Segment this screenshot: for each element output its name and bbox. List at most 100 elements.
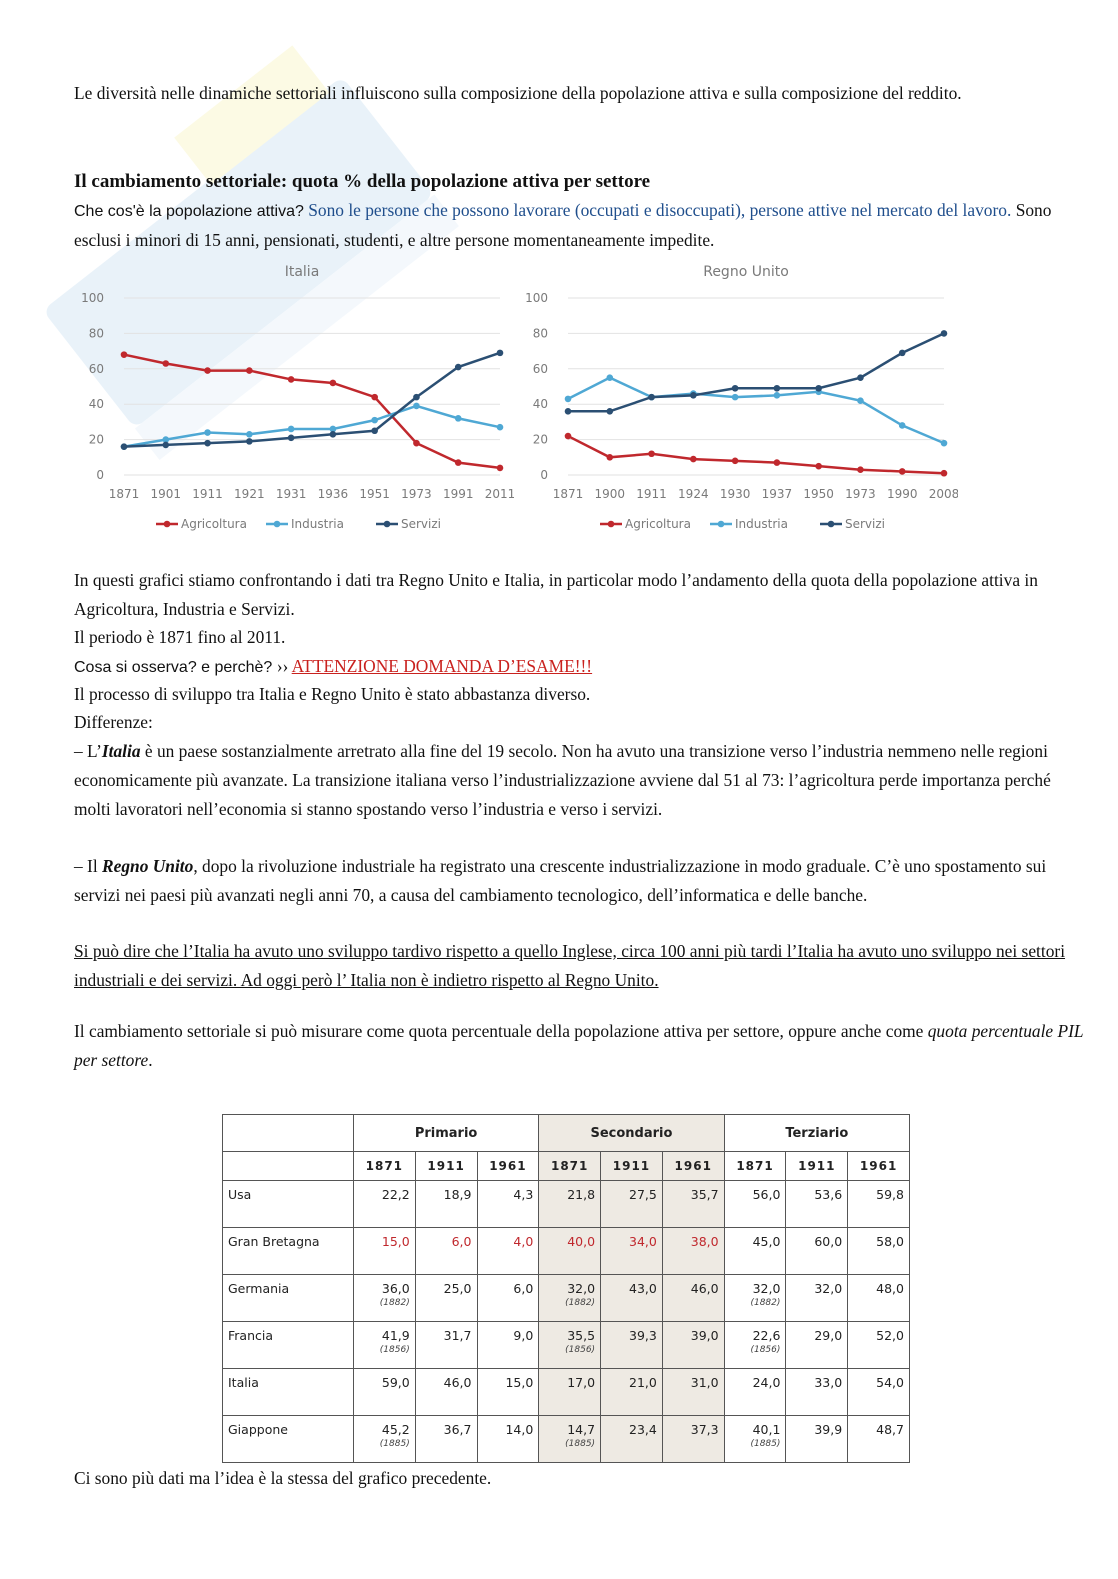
question-label: Che cos'è la popolazione attiva? bbox=[74, 203, 304, 220]
year-header: 1911 bbox=[785, 1151, 849, 1181]
closing-paragraph: Ci sono più dati ma l’idea è la stessa d… bbox=[74, 1468, 492, 1488]
data-point bbox=[773, 392, 781, 399]
y-tick-label: 20 bbox=[89, 433, 104, 447]
data-point bbox=[413, 402, 420, 410]
data-point bbox=[496, 464, 504, 472]
measure-text: Il cambiamento settoriale si può misurar… bbox=[74, 1021, 928, 1041]
y-tick-label: 100 bbox=[525, 291, 548, 305]
data-point bbox=[371, 427, 378, 435]
data-point bbox=[898, 349, 906, 357]
definition-link[interactable]: Sono le persone che possono lavorare (oc… bbox=[308, 200, 1012, 220]
data-point bbox=[564, 432, 572, 440]
emphasis-regno-unito: Regno Unito bbox=[102, 856, 194, 876]
value-text: 40,0 bbox=[567, 1234, 596, 1249]
value-text: 46,0 bbox=[690, 1281, 719, 1296]
value-cell: 31,7 bbox=[414, 1321, 478, 1369]
group-header: Secondario bbox=[538, 1114, 725, 1152]
data-point bbox=[940, 469, 948, 477]
value-text: 45,0 bbox=[752, 1234, 781, 1249]
series-line bbox=[567, 434, 945, 475]
year-note: (1856) bbox=[565, 1345, 596, 1355]
x-tick-label: 1990 bbox=[887, 487, 918, 501]
value-text: 35,7 bbox=[690, 1187, 719, 1202]
table-row: Germania 36,0 (1882) 25,0 6,0 32,0 (1882) 43,0 4… bbox=[222, 1274, 910, 1322]
legend-label: Agricoltura bbox=[625, 517, 691, 531]
data-point bbox=[329, 425, 337, 433]
data-point bbox=[815, 384, 822, 392]
measure-italic: quota percentuale PIL per settore bbox=[74, 1021, 1084, 1070]
value-text: 25,0 bbox=[443, 1281, 472, 1296]
data-point bbox=[564, 395, 572, 403]
table-row: Italia 59,0 46,0 15,0 17,0 21,0 31,0 24,0 33,0 54… bbox=[222, 1368, 910, 1416]
difference-text: è un paese sostanzialmente arretrato all… bbox=[74, 741, 1051, 819]
year-note: (1882) bbox=[379, 1298, 410, 1308]
x-tick-label: 1931 bbox=[276, 487, 307, 501]
value-text: 18,9 bbox=[443, 1187, 472, 1202]
data-point bbox=[606, 407, 614, 415]
year-note: (1885) bbox=[565, 1439, 596, 1449]
process-paragraph: Il processo di sviluppo tra Italia e Reg… bbox=[74, 684, 591, 704]
x-tick-label: 1871 bbox=[109, 487, 140, 501]
value-text: 32,0 bbox=[752, 1281, 781, 1296]
value-cell: 33,0 bbox=[785, 1368, 849, 1416]
data-point bbox=[246, 430, 253, 438]
value-text: 60,0 bbox=[814, 1234, 843, 1249]
value-cell: 56,0 bbox=[723, 1180, 787, 1228]
value-cell: 46,0 bbox=[661, 1274, 725, 1322]
value-cell: 4,3 bbox=[476, 1180, 540, 1228]
data-point bbox=[940, 439, 948, 447]
value-text: 39,9 bbox=[814, 1422, 843, 1437]
value-cell: 58,0 bbox=[847, 1227, 910, 1275]
value-cell: 36,7 bbox=[414, 1415, 478, 1463]
data-point bbox=[413, 393, 420, 401]
value-cell: 9,0 bbox=[476, 1321, 540, 1369]
y-tick-label: 100 bbox=[81, 291, 104, 305]
legend-label: Agricoltura bbox=[181, 517, 247, 531]
year-header: 1871 bbox=[723, 1151, 787, 1181]
year-note: (1856) bbox=[750, 1345, 781, 1355]
value-text: 17,0 bbox=[567, 1375, 596, 1390]
x-tick-label: 1901 bbox=[151, 487, 182, 501]
data-point bbox=[648, 393, 655, 401]
value-text: 15,0 bbox=[381, 1234, 410, 1249]
year-header: 1911 bbox=[414, 1151, 478, 1181]
year-note: (1882) bbox=[565, 1298, 596, 1308]
data-point bbox=[454, 415, 462, 422]
country-cell: Gran Bretagna bbox=[222, 1227, 354, 1275]
data-point bbox=[731, 393, 739, 401]
comparison-paragraph: In questi grafici stiamo confrontando i … bbox=[74, 570, 1038, 619]
data-point bbox=[564, 407, 572, 415]
value-text: 58,0 bbox=[876, 1234, 904, 1249]
data-point bbox=[898, 422, 906, 429]
value-text: 14,7 bbox=[567, 1422, 596, 1437]
value-cell: 35,5 (1856) bbox=[538, 1321, 602, 1369]
data-point bbox=[773, 384, 781, 392]
value-cell: 31,0 bbox=[661, 1368, 725, 1416]
year-header: 1961 bbox=[476, 1151, 540, 1181]
x-tick-label: 1991 bbox=[443, 487, 474, 501]
data-point bbox=[204, 367, 211, 374]
data-point bbox=[162, 436, 170, 443]
legend-label: Industria bbox=[735, 517, 788, 531]
value-text: 37,3 bbox=[690, 1422, 719, 1437]
data-point bbox=[898, 468, 906, 475]
data-point bbox=[857, 466, 864, 473]
group-header: Terziario bbox=[723, 1114, 911, 1152]
intro-paragraph: Le diversità nelle dinamiche settoriali … bbox=[74, 83, 962, 103]
measure-end: . bbox=[148, 1050, 153, 1070]
value-cell: 21,8 bbox=[538, 1180, 602, 1228]
value-cell: 6,0 bbox=[476, 1274, 540, 1322]
legend-marker bbox=[607, 520, 615, 528]
value-text: 59,0 bbox=[381, 1375, 410, 1390]
data-point bbox=[857, 397, 864, 404]
value-cell: 39,9 bbox=[785, 1415, 849, 1463]
x-tick-label: 1911 bbox=[192, 487, 223, 501]
country-cell: Italia bbox=[222, 1368, 354, 1416]
data-point bbox=[606, 454, 614, 461]
value-cell: 25,0 bbox=[414, 1274, 478, 1322]
legend-marker bbox=[717, 520, 725, 528]
value-cell: 45,0 bbox=[723, 1227, 787, 1275]
year-header: 1961 bbox=[661, 1151, 725, 1181]
series-line bbox=[123, 404, 501, 448]
y-tick-label: 40 bbox=[533, 397, 548, 411]
